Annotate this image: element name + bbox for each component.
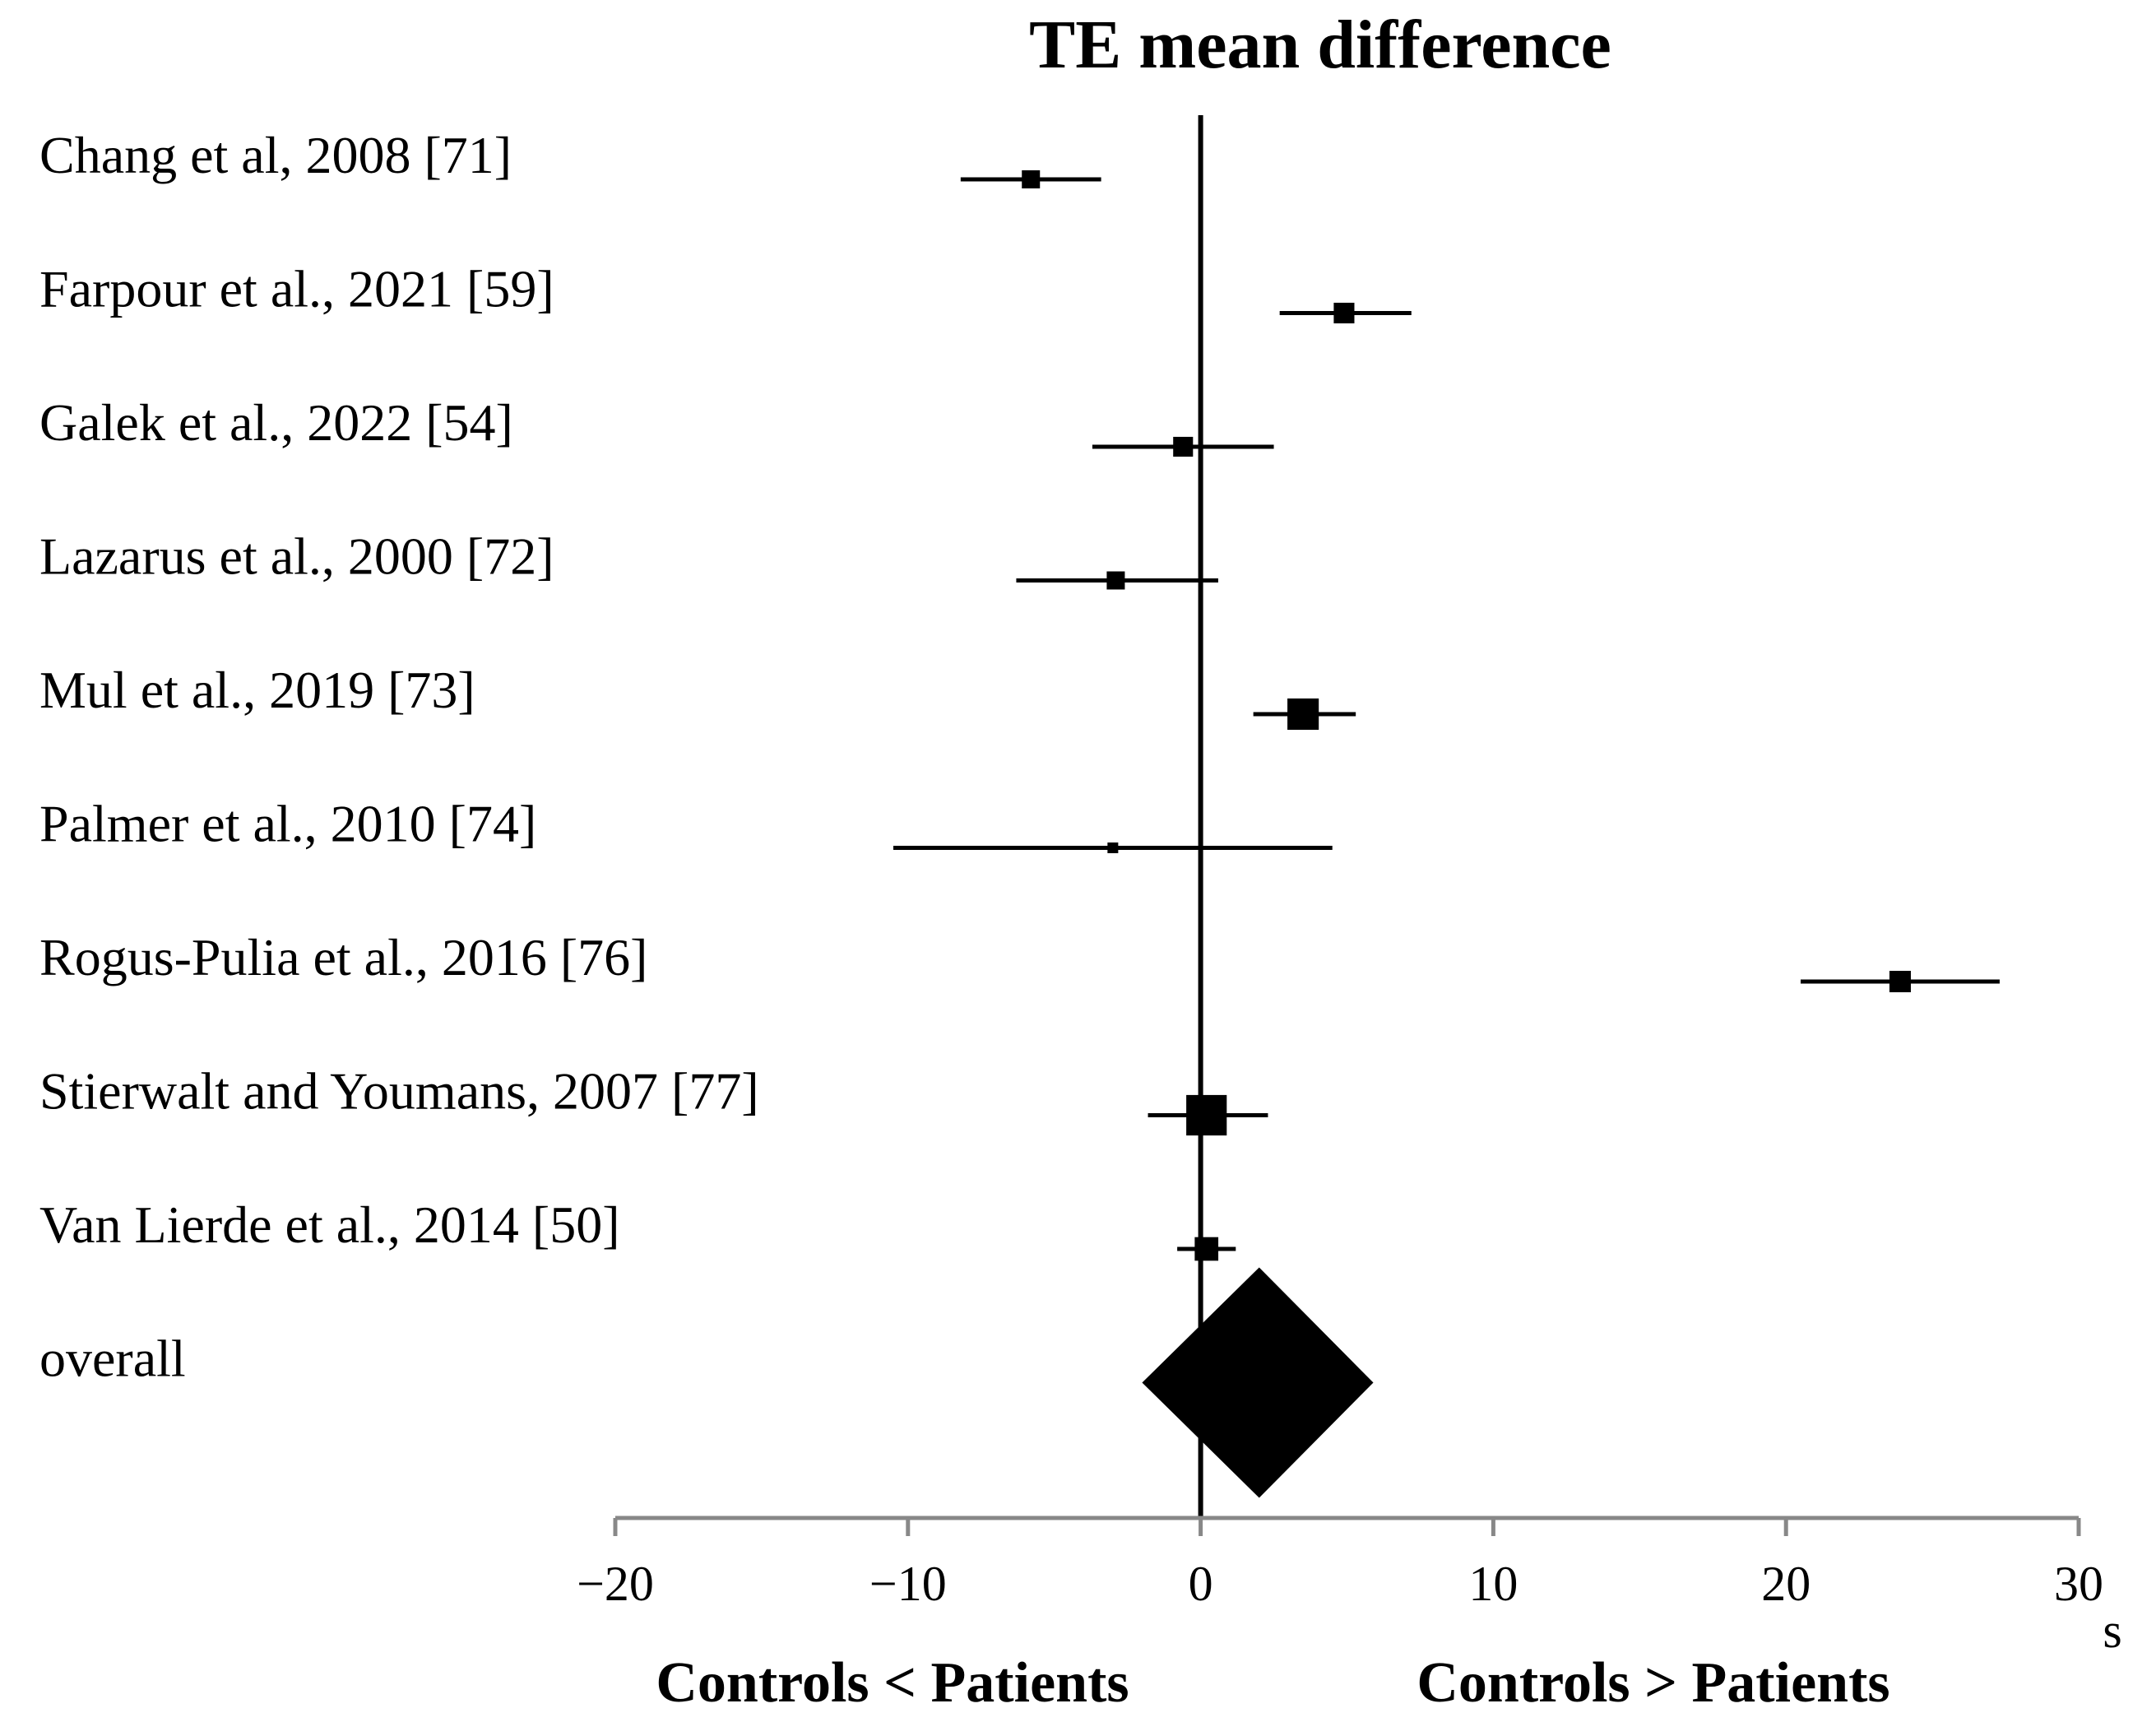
- chart-title: TE mean difference: [1029, 7, 1611, 83]
- point-estimate: [1107, 842, 1119, 854]
- point-estimate: [1186, 1094, 1227, 1136]
- left-direction-label: Controls < Patients: [656, 1651, 1129, 1715]
- point-estimate: [1022, 170, 1041, 188]
- study-label: Chang et al, 2008 [71]: [39, 126, 512, 184]
- study-label: Farpour et al., 2021 [59]: [39, 260, 554, 318]
- point-estimate: [1287, 698, 1319, 731]
- x-tick-label: 20: [1761, 1557, 1811, 1611]
- x-unit-label: s: [2103, 1604, 2121, 1658]
- point-estimate: [1194, 1237, 1219, 1261]
- study-label: Stierwalt and Youmans, 2007 [77]: [39, 1062, 759, 1121]
- study-rows: Chang et al, 2008 [71] Farpour et al., 20…: [39, 115, 2000, 1518]
- study-label: Palmer et al., 2010 [74]: [39, 795, 536, 853]
- x-tick-label: 10: [1468, 1557, 1518, 1611]
- x-tick-label: 30: [2054, 1557, 2103, 1611]
- point-estimate: [1173, 436, 1194, 457]
- study-label: Lazarus et al., 2000 [72]: [39, 527, 554, 586]
- x-tick-label: −10: [869, 1557, 947, 1611]
- x-axis: −20 −10 0 10 20 30: [577, 1516, 2103, 1611]
- x-tick-label: 0: [1189, 1557, 1213, 1611]
- x-tick-label: −20: [577, 1557, 654, 1611]
- point-estimate: [1106, 571, 1125, 590]
- overall-diamond: [1142, 1267, 1374, 1498]
- overall-label: overall: [39, 1330, 186, 1388]
- point-estimate: [1889, 970, 1911, 993]
- study-label: Mul et al., 2019 [73]: [39, 661, 475, 719]
- point-estimate: [1333, 302, 1355, 324]
- study-label: Galek et al., 2022 [54]: [39, 393, 513, 452]
- right-direction-label: Controls > Patients: [1416, 1651, 1889, 1715]
- study-label: Van Lierde et al., 2014 [50]: [39, 1195, 620, 1254]
- study-label: Rogus-Pulia et al., 2016 [76]: [39, 928, 647, 986]
